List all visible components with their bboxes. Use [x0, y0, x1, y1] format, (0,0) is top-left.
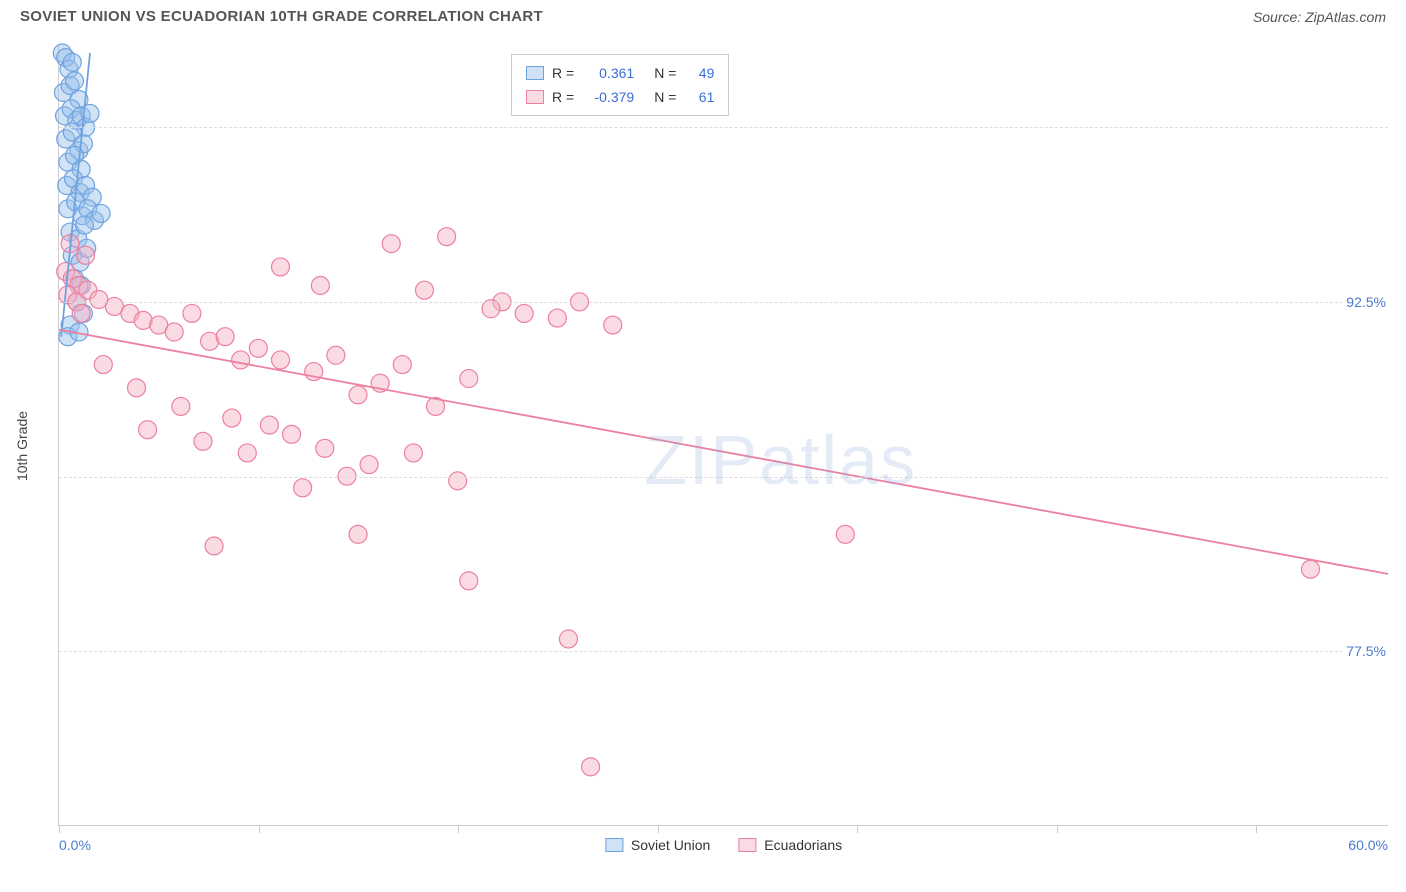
- data-point: [77, 246, 95, 264]
- data-point: [63, 53, 81, 71]
- bottom-legend-label: Soviet Union: [631, 837, 710, 853]
- data-point: [223, 409, 241, 427]
- stat-n-label: N =: [654, 85, 676, 109]
- x-tick: [1256, 825, 1257, 833]
- data-point: [294, 479, 312, 497]
- data-point: [415, 281, 433, 299]
- plot-area: 77.5%92.5%0.0%60.0%: [59, 46, 1388, 825]
- legend-swatch: [526, 66, 544, 80]
- data-point: [216, 328, 234, 346]
- x-tick: [857, 825, 858, 833]
- data-point: [66, 72, 84, 90]
- data-point: [582, 758, 600, 776]
- data-point: [604, 316, 622, 334]
- data-point: [165, 323, 183, 341]
- data-point: [460, 370, 478, 388]
- data-point: [327, 346, 345, 364]
- legend-swatch: [605, 838, 623, 852]
- data-point: [183, 304, 201, 322]
- data-point: [172, 397, 190, 415]
- stat-n-value: 61: [684, 85, 714, 109]
- data-point: [316, 439, 334, 457]
- x-tick: [1057, 825, 1058, 833]
- x-tick: [658, 825, 659, 833]
- gridline: [59, 127, 1388, 128]
- data-point: [283, 425, 301, 443]
- data-point: [449, 472, 467, 490]
- bottom-legend: Soviet Union Ecuadorians: [605, 837, 842, 853]
- data-point: [548, 309, 566, 327]
- stat-n-label: N =: [654, 61, 676, 85]
- gridline: [59, 477, 1388, 478]
- y-tick-label: 77.5%: [1342, 643, 1390, 659]
- y-tick-label: 92.5%: [1342, 294, 1390, 310]
- source-name: ZipAtlas.com: [1305, 9, 1386, 25]
- source-prefix: Source:: [1253, 9, 1305, 25]
- plot-svg: [59, 46, 1388, 825]
- stat-r-label: R =: [552, 61, 574, 85]
- data-point: [194, 432, 212, 450]
- gridline: [59, 651, 1388, 652]
- data-point: [232, 351, 250, 369]
- stats-legend: R = 0.361 N = 49 R = -0.379 N = 61: [511, 54, 729, 116]
- data-point: [836, 525, 854, 543]
- data-point: [139, 421, 157, 439]
- trend-line: [59, 330, 1388, 574]
- stat-n-value: 49: [684, 61, 714, 85]
- data-point: [559, 630, 577, 648]
- data-point: [260, 416, 278, 434]
- stat-r-value: 0.361: [582, 61, 634, 85]
- data-point: [349, 525, 367, 543]
- stats-legend-row: R = -0.379 N = 61: [526, 85, 714, 109]
- data-point: [72, 304, 90, 322]
- legend-swatch: [526, 90, 544, 104]
- chart-area: 77.5%92.5%0.0%60.0% ZIPatlas R =0.361N =…: [58, 46, 1388, 826]
- x-tick-label: 60.0%: [1348, 837, 1388, 853]
- y-axis-title: 10th Grade: [14, 411, 30, 481]
- data-point: [272, 351, 290, 369]
- legend-swatch: [738, 838, 756, 852]
- bottom-legend-label: Ecuadorians: [764, 837, 842, 853]
- x-tick: [259, 825, 260, 833]
- stat-r-value: -0.379: [582, 85, 634, 109]
- data-point: [393, 356, 411, 374]
- chart-title: SOVIET UNION VS ECUADORIAN 10TH GRADE CO…: [20, 8, 543, 25]
- data-point: [92, 204, 110, 222]
- data-point: [238, 444, 256, 462]
- data-point: [94, 356, 112, 374]
- stats-legend-row: R = 0.361 N = 49: [526, 61, 714, 85]
- x-tick-label: 0.0%: [59, 837, 91, 853]
- x-tick: [458, 825, 459, 833]
- data-point: [349, 386, 367, 404]
- stat-r-label: R =: [552, 85, 574, 109]
- data-point: [205, 537, 223, 555]
- data-point: [438, 228, 456, 246]
- data-point: [404, 444, 422, 462]
- gridline: [59, 302, 1388, 303]
- x-tick: [59, 825, 60, 833]
- data-point: [128, 379, 146, 397]
- data-point: [382, 235, 400, 253]
- bottom-legend-item: Ecuadorians: [738, 837, 842, 853]
- data-point: [272, 258, 290, 276]
- data-point: [1301, 560, 1319, 578]
- data-point: [75, 216, 93, 234]
- data-point: [460, 572, 478, 590]
- data-point: [311, 277, 329, 295]
- bottom-legend-item: Soviet Union: [605, 837, 710, 853]
- source-label: Source: ZipAtlas.com: [1253, 9, 1386, 25]
- data-point: [360, 456, 378, 474]
- data-point: [249, 339, 267, 357]
- data-point: [515, 304, 533, 322]
